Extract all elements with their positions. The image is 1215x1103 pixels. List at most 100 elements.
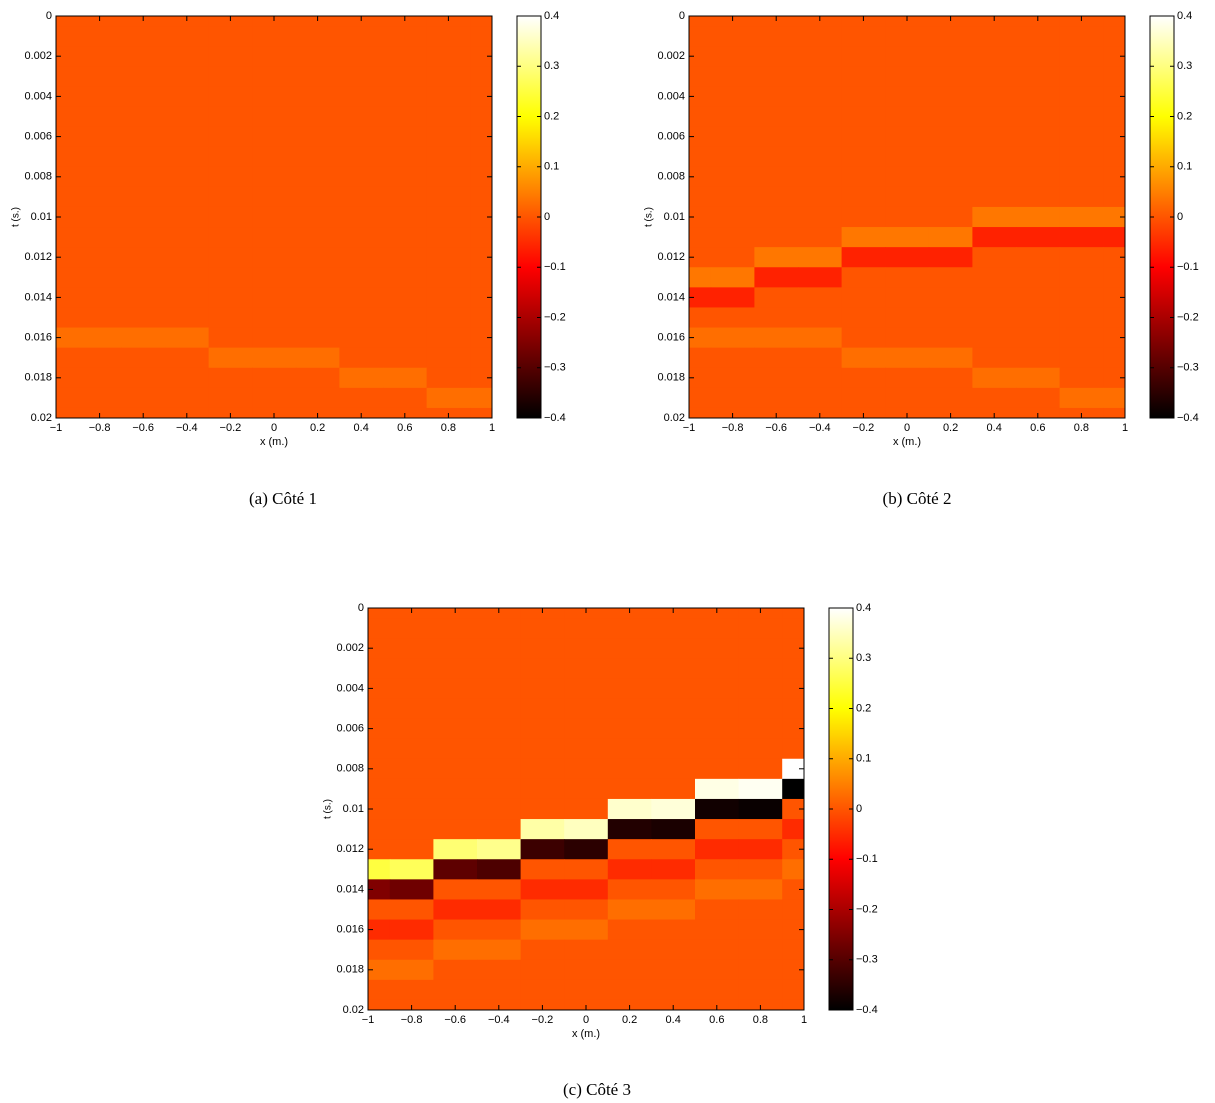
heatmap-cell bbox=[77, 347, 122, 369]
heatmap-cell bbox=[798, 46, 843, 67]
x-tick-label: −0.6 bbox=[444, 1014, 466, 1026]
heatmap-cell bbox=[383, 247, 428, 268]
heatmap-cell bbox=[1059, 206, 1104, 228]
heatmap-cell bbox=[208, 387, 253, 409]
heatmap-cell bbox=[165, 66, 210, 87]
colorbar-tick-label: 0 bbox=[1177, 211, 1183, 223]
heatmap-cell bbox=[77, 16, 122, 27]
heatmap-cell bbox=[77, 86, 122, 107]
y-tick-label: 0.014 bbox=[657, 291, 685, 303]
y-tick-label: 0.006 bbox=[336, 723, 364, 735]
heatmap-cell bbox=[1103, 227, 1126, 248]
heatmap-cell bbox=[710, 307, 755, 329]
heatmap-cell bbox=[477, 979, 522, 1001]
heatmap-cell bbox=[426, 287, 471, 308]
y-tick-label: 0.018 bbox=[336, 964, 364, 976]
heatmap-cell bbox=[782, 999, 805, 1011]
heatmap-cell bbox=[754, 86, 799, 107]
heatmap-cell bbox=[295, 387, 340, 409]
colorbar-tick-label: 0.2 bbox=[856, 702, 871, 714]
heatmap-cell bbox=[1103, 327, 1126, 349]
heatmap-cell bbox=[710, 247, 755, 268]
heatmap-cell bbox=[782, 859, 805, 880]
heatmap-cell bbox=[433, 798, 478, 820]
heatmap-cell bbox=[1103, 307, 1126, 329]
heatmap-cell bbox=[383, 26, 428, 47]
heatmap-cell bbox=[389, 979, 434, 1001]
heatmap-cell bbox=[651, 618, 696, 639]
x-axis-label: x (m.) bbox=[893, 436, 921, 448]
heatmap-cell bbox=[782, 718, 805, 740]
heatmap-cell bbox=[754, 206, 799, 228]
heatmap-cell bbox=[433, 658, 478, 679]
heatmap-cell bbox=[841, 106, 886, 128]
heatmap-cell bbox=[754, 227, 799, 248]
heatmap-cell bbox=[56, 126, 79, 148]
heatmap-cell bbox=[121, 86, 166, 107]
heatmap-cell bbox=[1103, 26, 1126, 47]
heatmap-cell bbox=[651, 859, 696, 880]
heatmap-cell bbox=[689, 287, 712, 308]
heatmap-cell bbox=[56, 206, 79, 228]
heatmap-cell bbox=[710, 126, 755, 148]
y-axis-label: t (s.) bbox=[323, 799, 334, 819]
heatmap-cell bbox=[426, 247, 471, 268]
heatmap-cell bbox=[1059, 16, 1104, 27]
heatmap-cell bbox=[1016, 66, 1061, 87]
heatmap-cell bbox=[426, 307, 471, 329]
heatmap-cell bbox=[928, 166, 973, 188]
heatmap-cell bbox=[252, 267, 297, 288]
heatmap-cell bbox=[295, 206, 340, 228]
heatmap-cell bbox=[782, 678, 805, 699]
heatmap-cell bbox=[1059, 287, 1104, 308]
heatmap-cell bbox=[928, 347, 973, 369]
heatmap-cell bbox=[208, 66, 253, 87]
heatmap-cell bbox=[252, 146, 297, 168]
heatmap-cell bbox=[738, 839, 783, 860]
heatmap-cell bbox=[470, 247, 493, 268]
heatmap-cell bbox=[754, 307, 799, 329]
heatmap-cell bbox=[695, 859, 740, 880]
heatmap-cell bbox=[520, 738, 565, 760]
heatmap-cell bbox=[470, 267, 493, 288]
heatmap-cell bbox=[841, 86, 886, 107]
heatmap-cell bbox=[426, 387, 471, 409]
heatmap-cell bbox=[1103, 146, 1126, 168]
x-tick-label: −0.4 bbox=[488, 1014, 510, 1026]
heatmap-cell bbox=[754, 387, 799, 409]
colorbar-tick-label: 0.4 bbox=[1177, 10, 1192, 22]
heatmap-cell bbox=[121, 46, 166, 67]
heatmap-cell bbox=[738, 939, 783, 961]
x-tick-label: 0.4 bbox=[987, 422, 1002, 434]
heatmap-cell bbox=[208, 247, 253, 268]
heatmap-cell bbox=[208, 146, 253, 168]
heatmap-cell bbox=[689, 66, 712, 87]
heatmap-cell bbox=[607, 778, 652, 800]
heatmap-cell bbox=[689, 166, 712, 188]
heatmap-cell bbox=[689, 327, 712, 349]
heatmap-cell bbox=[520, 899, 565, 921]
heatmap-cell bbox=[738, 959, 783, 981]
heatmap-cell bbox=[710, 206, 755, 228]
heatmap-cell bbox=[426, 206, 471, 228]
heatmap-cell bbox=[885, 247, 930, 268]
heatmap-cell bbox=[841, 387, 886, 409]
heatmap-cell bbox=[121, 106, 166, 128]
y-tick-label: 0.02 bbox=[31, 412, 52, 424]
y-tick-label: 0 bbox=[679, 10, 685, 22]
heatmap-cell bbox=[56, 186, 79, 208]
heatmap-cell bbox=[368, 718, 391, 740]
heatmap-cell bbox=[1059, 347, 1104, 369]
heatmap-cell bbox=[885, 267, 930, 288]
heatmap-cell bbox=[165, 247, 210, 268]
heatmap-cell bbox=[782, 778, 805, 800]
y-tick-label: 0.012 bbox=[24, 251, 52, 263]
heatmap-cell bbox=[689, 86, 712, 107]
heatmap-cell bbox=[470, 407, 493, 419]
heatmap-cell bbox=[339, 26, 384, 47]
heatmap-cell bbox=[651, 798, 696, 820]
heatmap-cell bbox=[782, 698, 805, 720]
heatmap-cell bbox=[339, 367, 384, 389]
x-tick-label: 1 bbox=[801, 1014, 807, 1026]
